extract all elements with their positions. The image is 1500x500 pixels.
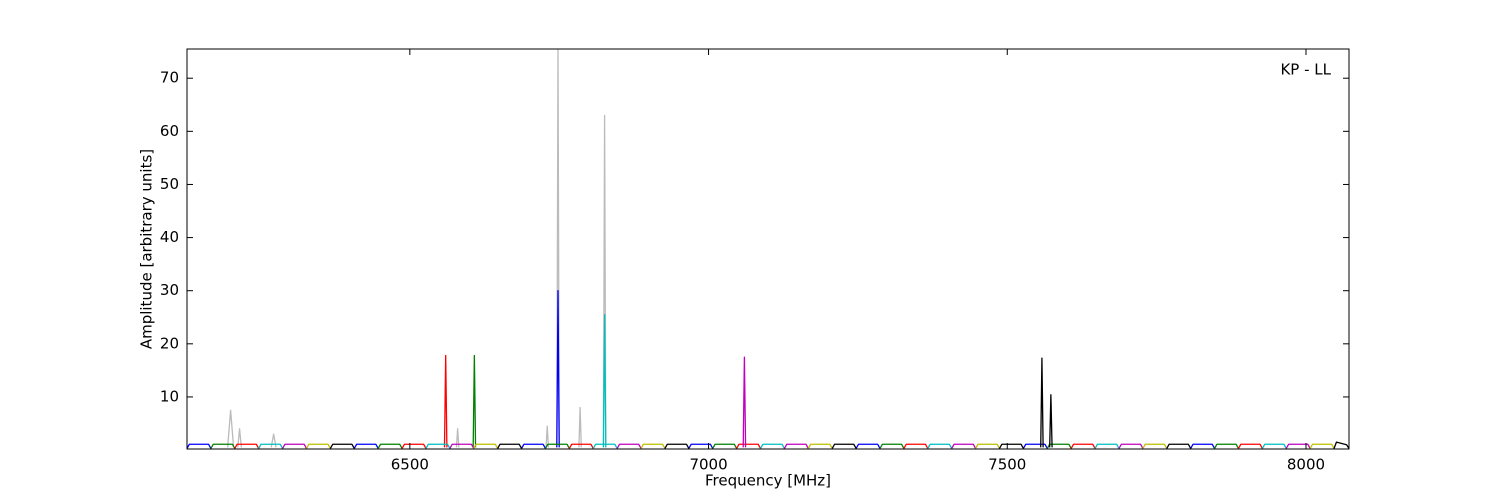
series-line <box>282 356 1311 449</box>
y-axis-label: Amplitude [arbitrary units] <box>138 149 156 349</box>
series-line <box>305 443 1335 449</box>
y-tick-label: 20 <box>160 334 179 352</box>
axes-frame <box>186 48 1350 450</box>
x-tick-label: 7500 <box>988 456 1026 474</box>
x-tick-label: 6500 <box>391 456 429 474</box>
series-line <box>234 354 1263 449</box>
x-axis-label: Frequency [MHz] <box>705 472 831 490</box>
y-tick-label: 10 <box>160 387 179 405</box>
series-line <box>329 357 1349 449</box>
x-tick-label: 8000 <box>1287 456 1325 474</box>
y-tick-label: 70 <box>160 69 179 87</box>
series-line <box>258 313 1287 449</box>
annotation: KP - LL <box>1280 61 1331 79</box>
x-tick-label: 7000 <box>689 456 727 474</box>
y-tick-label: 60 <box>160 122 179 140</box>
y-tick-label: 50 <box>160 175 179 193</box>
y-tick-label: 40 <box>160 228 179 246</box>
y-tick-label: 30 <box>160 281 179 299</box>
plot-area <box>187 49 1349 449</box>
series-line <box>210 354 1240 449</box>
series-line <box>226 49 607 448</box>
series-line <box>187 290 1216 449</box>
